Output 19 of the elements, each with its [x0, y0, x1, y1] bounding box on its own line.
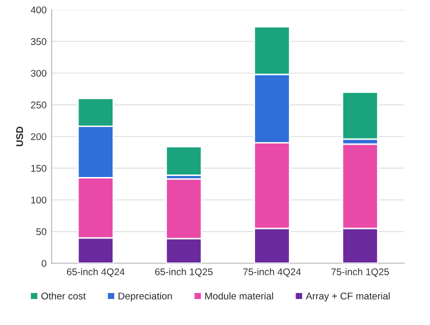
- legend-label: Module material: [205, 292, 274, 300]
- legend-label: Other cost: [41, 292, 86, 300]
- x-tick-label: 65-inch 4Q24: [66, 268, 125, 277]
- legend-label: Depreciation: [118, 292, 172, 302]
- x-tick-label: 65-inch 1Q25: [155, 268, 213, 277]
- y-tick-label: 250: [31, 102, 46, 108]
- bar: [166, 146, 202, 176]
- y-tick-label: 50: [36, 228, 46, 236]
- x-tick-label: 75-inch 1Q25: [331, 268, 389, 277]
- y-tick-label: 100: [31, 196, 46, 204]
- y-tick-label: 400: [30, 6, 46, 14]
- y-axis-title: USD: [16, 126, 24, 146]
- y-tick-label: 150: [31, 164, 46, 172]
- x-tick-label: 75-inch 4Q24: [243, 268, 301, 277]
- legend-label: Array + CF material: [306, 292, 390, 302]
- y-tick-label: 350: [30, 38, 46, 46]
- y-tick-label: 300: [30, 70, 46, 77]
- y-tick-label: 0: [42, 260, 46, 267]
- y-tick-label: 200: [31, 133, 46, 140]
